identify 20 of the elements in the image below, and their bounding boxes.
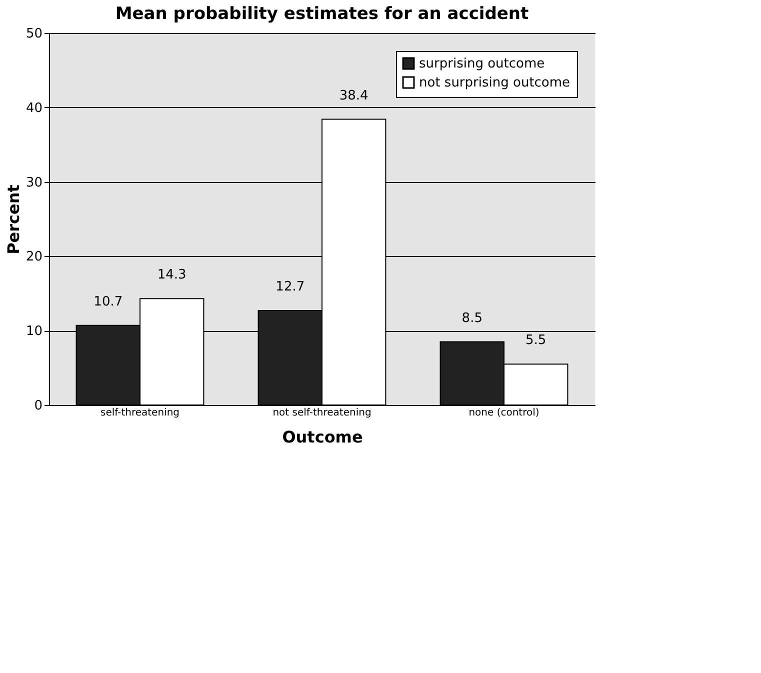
legend-label: not surprising outcome (419, 76, 570, 90)
x-tick-label: none (control) (468, 408, 540, 418)
legend-label: surprising outcome (419, 56, 545, 72)
data-label: 8.5 (462, 310, 482, 326)
x-axis-title: Outcome (282, 428, 363, 446)
x-tick-label: self-threatening (100, 408, 180, 418)
chart-title: Mean probability estimates for an accident (115, 4, 529, 24)
data-label: 14.3 (157, 268, 186, 283)
data-label: 5.5 (526, 333, 546, 348)
y-tick-label: 40 (26, 100, 42, 116)
y-tick-label: 10 (26, 324, 42, 340)
data-label: 12.7 (276, 280, 305, 295)
data-label: 10.7 (94, 294, 123, 310)
x-tick-label: not self-threatening (272, 408, 372, 418)
y-tick-label: 30 (26, 175, 42, 190)
y-tick-label: 0 (34, 398, 42, 414)
data-label: 38.4 (339, 88, 368, 104)
y-axis-title: Percent (4, 184, 23, 254)
y-tick-label: 50 (26, 26, 42, 42)
y-tick-label: 20 (26, 250, 42, 265)
